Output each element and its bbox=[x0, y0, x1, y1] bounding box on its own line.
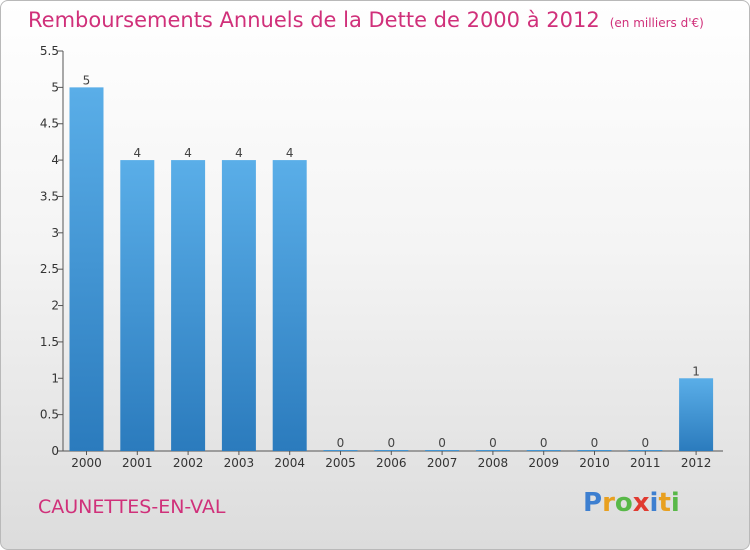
x-tick-label: 2005 bbox=[325, 456, 356, 470]
x-tick-label: 2007 bbox=[427, 456, 458, 470]
bar bbox=[323, 450, 358, 451]
y-tick-label: 2.5 bbox=[40, 262, 59, 276]
y-tick-label: 1 bbox=[51, 371, 59, 385]
chart-title: Remboursements Annuels de la Dette de 20… bbox=[28, 8, 704, 32]
x-tick-label: 2003 bbox=[224, 456, 255, 470]
bar bbox=[120, 160, 155, 451]
logo-letter: o bbox=[614, 488, 633, 518]
y-tick-label: 3 bbox=[51, 226, 59, 240]
logo-letter: P bbox=[583, 488, 603, 518]
x-tick-label: 2006 bbox=[376, 456, 407, 470]
bar bbox=[272, 160, 307, 451]
x-tick-label: 2012 bbox=[681, 456, 712, 470]
bar bbox=[171, 160, 206, 451]
data-label: 0 bbox=[591, 436, 599, 450]
bar bbox=[526, 450, 561, 451]
bar bbox=[475, 450, 510, 451]
chart-title-text: Remboursements Annuels de la Dette de 20… bbox=[28, 8, 600, 32]
y-tick-label: 4.5 bbox=[40, 117, 59, 131]
place-name: CAUNETTES-EN-VAL bbox=[38, 496, 226, 518]
x-tick-label: 2008 bbox=[478, 456, 509, 470]
data-label: 4 bbox=[235, 146, 243, 160]
y-tick-label: 4 bbox=[51, 153, 59, 167]
x-tick-label: 2010 bbox=[579, 456, 610, 470]
data-label: 0 bbox=[337, 436, 345, 450]
x-tick-label: 2002 bbox=[173, 456, 204, 470]
x-tick-label: 2000 bbox=[71, 456, 102, 470]
y-tick-label: 5.5 bbox=[40, 44, 59, 58]
data-label: 0 bbox=[438, 436, 446, 450]
x-tick-label: 2011 bbox=[630, 456, 661, 470]
data-label: 0 bbox=[387, 436, 395, 450]
bar bbox=[69, 87, 104, 451]
logo-letter: x bbox=[632, 488, 650, 518]
y-tick-label: 1.5 bbox=[40, 335, 59, 349]
y-tick-label: 0.5 bbox=[40, 408, 59, 422]
x-tick-label: 2009 bbox=[528, 456, 559, 470]
data-label: 0 bbox=[641, 436, 649, 450]
data-label: 0 bbox=[540, 436, 548, 450]
y-tick-label: 0 bbox=[51, 444, 59, 458]
x-tick-label: 2001 bbox=[122, 456, 153, 470]
data-label: 4 bbox=[286, 146, 294, 160]
logo-letter: i bbox=[670, 488, 680, 518]
data-label: 4 bbox=[184, 146, 192, 160]
bar bbox=[374, 450, 409, 451]
y-tick-label: 2 bbox=[51, 299, 59, 313]
logo-letter: i bbox=[649, 488, 659, 518]
data-label: 4 bbox=[133, 146, 141, 160]
bar bbox=[425, 450, 460, 451]
chart-unit: (en milliers d'€) bbox=[609, 16, 704, 30]
y-tick-label: 5 bbox=[51, 80, 59, 94]
bar bbox=[577, 450, 612, 451]
data-label: 5 bbox=[83, 73, 91, 87]
y-tick-label: 3.5 bbox=[40, 189, 59, 203]
x-tick-label: 2004 bbox=[274, 456, 305, 470]
data-label: 1 bbox=[692, 364, 700, 378]
bar bbox=[679, 378, 714, 451]
bar bbox=[628, 450, 663, 451]
bar bbox=[221, 160, 256, 451]
logo-letter: r bbox=[602, 488, 615, 518]
data-label: 0 bbox=[489, 436, 497, 450]
proxiti-logo: Proxiti bbox=[583, 488, 680, 518]
logo-letter: t bbox=[658, 488, 671, 518]
